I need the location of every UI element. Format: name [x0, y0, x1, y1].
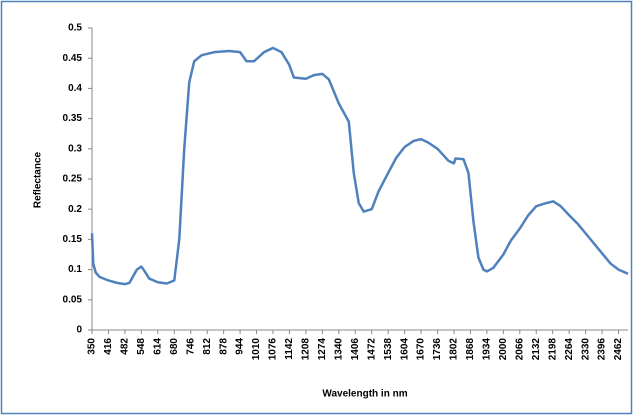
- y-tick-label: 0.05: [63, 294, 83, 305]
- y-tick-label: 0.15: [63, 234, 83, 245]
- x-tick-label: 1340: [333, 338, 344, 361]
- y-tick-label: 0.2: [68, 204, 82, 215]
- x-tick-label: 1934: [482, 338, 493, 361]
- x-tick-label: 2066: [514, 338, 525, 361]
- x-tick-label: 680: [169, 338, 180, 355]
- y-tick-label: 0.1: [68, 264, 82, 275]
- x-tick-label: 1802: [449, 338, 460, 361]
- y-axis-label: Reflectance: [33, 151, 44, 208]
- x-tick-label: 1274: [317, 338, 328, 361]
- x-tick-label: 1868: [465, 338, 476, 361]
- x-tick-label: 746: [185, 338, 196, 355]
- x-tick-label: 2198: [547, 338, 558, 361]
- x-axis-label: Wavelength in nm: [322, 389, 407, 400]
- x-tick-label: 2132: [531, 338, 542, 361]
- x-tick-label: 2330: [580, 338, 591, 361]
- x-tick-label: 1208: [301, 338, 312, 361]
- x-tick-label: 1538: [383, 338, 394, 361]
- x-tick-label: 1604: [399, 338, 410, 361]
- x-tick-label: 944: [235, 338, 246, 355]
- y-tick-label: 0.4: [68, 83, 82, 94]
- x-tick-label: 350: [87, 338, 98, 355]
- x-tick-label: 1142: [284, 338, 295, 360]
- y-tick-label: 0.5: [68, 23, 82, 34]
- x-tick-label: 1406: [350, 338, 361, 361]
- x-tick-label: 2264: [564, 338, 575, 361]
- x-tick-label: 614: [152, 338, 163, 355]
- x-tick-label: 812: [202, 338, 213, 355]
- x-tick-label: 1076: [268, 338, 279, 361]
- y-tick-label: 0.35: [63, 113, 83, 124]
- y-tick-label: 0.25: [63, 174, 83, 185]
- x-tick-label: 1010: [251, 338, 262, 361]
- x-tick-label: 548: [136, 338, 147, 355]
- x-tick-label: 878: [218, 338, 229, 355]
- y-tick-label: 0.3: [68, 143, 82, 154]
- x-tick-label: 2462: [613, 338, 624, 361]
- x-tick-label: 1472: [366, 338, 377, 361]
- x-tick-label: 1736: [432, 338, 443, 361]
- x-tick-label: 482: [120, 338, 131, 355]
- x-tick-label: 1670: [416, 338, 427, 361]
- y-tick-label: 0.45: [63, 53, 83, 64]
- x-tick-label: 2396: [597, 338, 608, 361]
- y-tick-label: 0: [76, 325, 82, 336]
- x-tick-label: 2000: [498, 338, 509, 361]
- data-line: [90, 46, 629, 286]
- x-tick-label: 416: [103, 338, 114, 355]
